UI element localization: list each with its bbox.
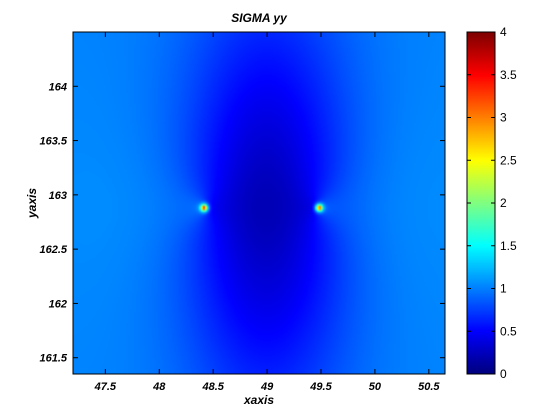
y-axis-label: yaxis — [25, 188, 39, 219]
colorbar-tick-label: 4 — [500, 25, 507, 39]
colorbar-tick-label: 2.5 — [500, 153, 517, 167]
x-tick-label: 49 — [260, 381, 274, 393]
plot-title: SIGMA yy — [231, 11, 288, 25]
colorbar-gradient — [467, 32, 495, 374]
x-tick-label: 49.5 — [309, 381, 332, 393]
x-tick-label: 50.5 — [418, 381, 440, 393]
y-tick-label: 161.5 — [39, 353, 67, 365]
colorbar-tick-label: 3.5 — [500, 68, 517, 82]
x-tick-label: 50 — [369, 381, 382, 393]
x-axis-label: xaxis — [243, 393, 274, 407]
y-tick-label: 163 — [49, 190, 67, 202]
heatmap-image — [73, 32, 445, 374]
colorbar-tick-label: 3 — [500, 111, 507, 125]
y-tick-label: 163.5 — [39, 136, 67, 148]
colorbar: 0 0.5 1 1.5 2 2.5 3 3.5 4 — [466, 25, 517, 381]
x-tick-label: 48.5 — [201, 381, 224, 393]
colorbar-ticks: 0 0.5 1 1.5 2 2.5 3 3.5 4 — [467, 25, 517, 381]
colorbar-tick-label: 0 — [500, 367, 507, 381]
y-tick-label: 162.5 — [39, 244, 67, 256]
y-tick-label: 162 — [49, 298, 67, 310]
plot-frame — [72, 31, 446, 375]
x-tick-label: 47.5 — [94, 381, 117, 393]
y-tick-label: 164 — [49, 81, 67, 93]
plot-area — [72, 31, 446, 375]
colorbar-tick-label: 1.5 — [500, 239, 517, 253]
x-axis: 47.5 48 48.5 49 49.5 50 50.5 — [94, 32, 440, 393]
colorbar-tick-label: 2 — [500, 196, 507, 210]
y-axis: 161.5 162 162.5 163 163.5 164 — [39, 81, 445, 365]
colorbar-tick-label: 0.5 — [500, 324, 517, 338]
x-tick-label: 48 — [152, 381, 166, 393]
colorbar-tick-label: 1 — [500, 282, 507, 296]
